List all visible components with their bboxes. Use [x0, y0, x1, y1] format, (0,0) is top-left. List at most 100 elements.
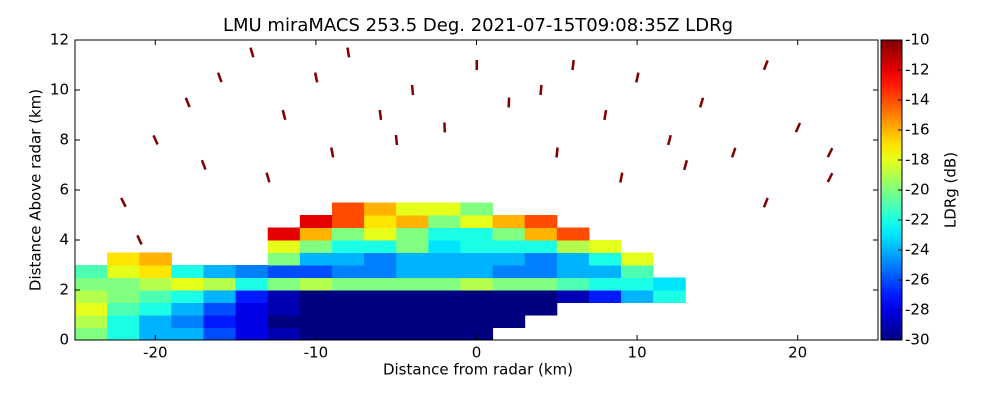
y-tick-label: 6 — [59, 181, 69, 199]
cell — [460, 315, 494, 328]
cell — [235, 265, 269, 278]
cell — [139, 327, 172, 341]
cell — [492, 252, 526, 266]
cell — [107, 315, 140, 328]
cell — [492, 302, 526, 316]
y-tick-label: 8 — [59, 131, 69, 149]
chart-title: LMU miraMACS 253.5 Deg. 2021-07-15T09:08… — [223, 15, 733, 36]
colorbar-tick-label: -14 — [905, 91, 930, 109]
colorbar-tick-label: -26 — [905, 271, 930, 289]
x-tick-label: 10 — [628, 344, 647, 362]
speckle — [762, 59, 769, 71]
speckle — [619, 172, 624, 183]
speckle — [475, 60, 478, 70]
cell — [267, 302, 301, 316]
cell — [492, 227, 526, 241]
cell — [364, 227, 397, 241]
cell — [460, 252, 494, 266]
cell — [460, 327, 494, 341]
speckle — [571, 59, 575, 71]
speckle — [378, 109, 383, 121]
y-tick-label: 0 — [59, 331, 69, 349]
cell — [621, 265, 654, 278]
cell — [75, 327, 108, 341]
y-axis-label: Distance Above radar (km) — [27, 89, 45, 291]
cell — [428, 240, 461, 253]
speckle — [265, 172, 271, 183]
cell — [428, 315, 461, 328]
cell — [653, 290, 686, 303]
cell — [556, 240, 590, 253]
cell — [364, 202, 397, 216]
x-tick-label: 0 — [472, 344, 482, 362]
cell — [107, 302, 140, 316]
cell — [588, 240, 622, 253]
cell — [203, 277, 237, 291]
cell — [621, 252, 654, 266]
cell — [492, 215, 526, 228]
cell — [235, 290, 269, 303]
speckle — [539, 84, 543, 96]
cell — [524, 227, 558, 241]
cell — [235, 302, 269, 316]
speckle — [281, 109, 287, 121]
cell — [460, 202, 494, 216]
cell — [107, 277, 140, 291]
cell — [107, 252, 140, 266]
cell — [299, 252, 333, 266]
cell — [267, 227, 301, 241]
cell — [460, 277, 494, 291]
cell — [460, 290, 494, 303]
x-tick-label: -10 — [304, 344, 329, 362]
speckle — [682, 159, 689, 171]
cell — [139, 315, 172, 328]
colorbar-tick-label: -10 — [905, 31, 930, 49]
cell — [364, 327, 397, 341]
cell — [299, 227, 333, 241]
cell — [235, 315, 269, 328]
cell — [107, 265, 140, 278]
cell — [460, 240, 494, 253]
speckle — [249, 47, 255, 58]
cell — [267, 252, 301, 266]
cell — [203, 315, 237, 328]
colorbar-tick-label: -12 — [905, 61, 930, 79]
cell — [524, 302, 558, 316]
cell — [524, 240, 558, 253]
cell — [460, 227, 494, 241]
cell — [396, 215, 429, 228]
cell — [396, 315, 429, 328]
speckle — [443, 122, 447, 133]
cell — [364, 215, 397, 228]
cell — [75, 290, 108, 303]
cell — [428, 277, 461, 291]
cell — [492, 315, 526, 328]
cell — [203, 265, 237, 278]
cell — [331, 240, 365, 253]
cell — [299, 215, 333, 228]
cell — [460, 302, 494, 316]
speckle — [826, 147, 834, 158]
speckle — [507, 97, 511, 108]
cell — [331, 315, 365, 328]
cell — [171, 277, 204, 291]
cell — [75, 302, 108, 316]
cell — [653, 277, 686, 291]
cell — [396, 290, 429, 303]
cell — [396, 277, 429, 291]
cell — [364, 252, 397, 266]
cell — [428, 227, 461, 241]
cell — [364, 240, 397, 253]
colorbar-label: LDRg (dB) — [942, 152, 960, 228]
speckle — [794, 122, 802, 133]
cell — [621, 290, 654, 303]
cell — [396, 240, 429, 253]
colorbar-tick-label: -20 — [905, 181, 930, 199]
cell — [171, 265, 204, 278]
cell — [492, 240, 526, 253]
cell — [396, 202, 429, 216]
cell — [139, 302, 172, 316]
cell — [331, 302, 365, 316]
cell — [492, 277, 526, 291]
